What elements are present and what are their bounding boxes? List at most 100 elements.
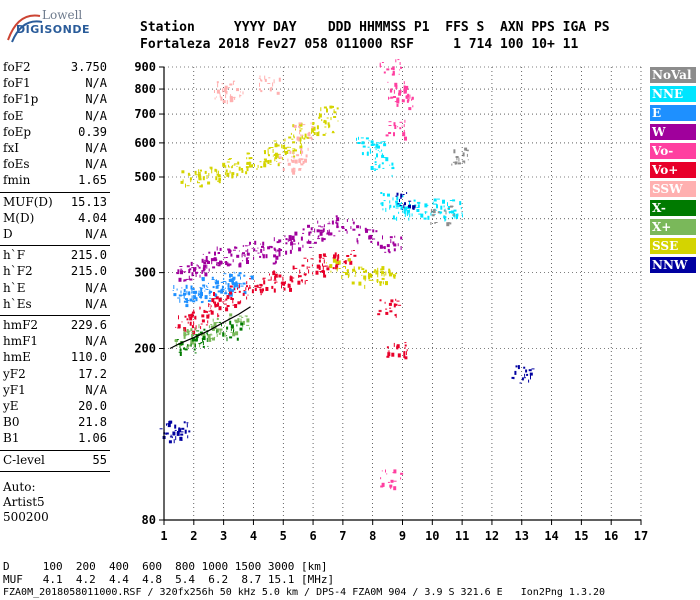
echo-point: [383, 200, 386, 202]
echo-point: [292, 167, 294, 170]
echo-point: [199, 274, 201, 278]
echo-point: [371, 151, 373, 153]
echo-point: [209, 289, 211, 292]
echo-point: [392, 71, 395, 76]
echo-point: [336, 267, 338, 272]
echo-point: [194, 290, 198, 294]
echo-point: [388, 132, 392, 134]
echo-point: [211, 298, 215, 303]
echo-point: [302, 124, 306, 126]
echo-point: [197, 173, 201, 178]
echo-point: [390, 299, 394, 303]
echo-point: [229, 158, 232, 160]
echo-point: [210, 258, 214, 262]
echo-point: [248, 244, 250, 246]
echo-point: [219, 261, 223, 265]
echo-point: [186, 290, 188, 295]
echo-point: [267, 279, 271, 281]
echo-point: [229, 285, 233, 288]
echo-point: [317, 264, 321, 267]
echo-point: [408, 200, 412, 202]
echo-point: [179, 298, 181, 303]
echo-point: [395, 195, 398, 197]
echo-point: [194, 352, 197, 354]
echo-point: [383, 143, 387, 147]
echo-point: [379, 282, 382, 286]
echo-point: [322, 257, 325, 259]
echo-point: [322, 253, 326, 257]
param-label: fxI: [3, 141, 19, 155]
echo-point: [183, 279, 187, 282]
echo-point: [240, 91, 241, 93]
echo-point: [299, 140, 301, 144]
param-label: hmE: [3, 350, 31, 365]
echo-point: [318, 259, 321, 262]
echo-point: [290, 132, 292, 135]
echo-point: [293, 136, 295, 139]
echo-point: [201, 270, 203, 274]
echo-point: [412, 205, 416, 209]
echo-point: [225, 322, 227, 324]
echo-point: [178, 427, 181, 432]
echo-point: [183, 280, 186, 282]
legend-item-ssw: SSW: [650, 181, 696, 197]
echo-point: [420, 213, 424, 218]
echo-point: [259, 255, 262, 258]
x-tick-label: 8: [369, 529, 376, 543]
echo-point: [223, 273, 227, 275]
echo-point: [439, 212, 441, 215]
echo-point: [336, 226, 340, 228]
echo-point: [234, 96, 236, 100]
echo-point: [192, 288, 195, 291]
echo-point: [246, 168, 249, 172]
echo-point: [213, 299, 214, 304]
distance-scale-row: D 100 200 400 600 800 1000 1500 3000 [km…: [3, 560, 328, 573]
echo-point: [229, 95, 233, 99]
echo-point: [389, 307, 392, 309]
echo-point: [216, 294, 218, 299]
echo-point: [241, 316, 244, 318]
echo-point: [195, 271, 198, 274]
echo-point: [346, 255, 350, 257]
echo-point: [383, 273, 385, 277]
echo-point: [387, 193, 390, 197]
echo-point: [200, 184, 203, 188]
echo-point: [193, 295, 197, 300]
echo-point: [381, 486, 383, 488]
echo-point: [327, 223, 331, 225]
echo-point: [253, 256, 255, 260]
echo-point: [449, 222, 452, 225]
x-tick-label: 13: [515, 529, 529, 543]
echo-point: [389, 273, 392, 277]
param-separator: [0, 245, 110, 247]
echo-point: [409, 201, 410, 205]
echo-point: [211, 327, 215, 331]
echo-point: [381, 162, 384, 165]
echo-point: [517, 365, 520, 370]
echo-point: [400, 207, 402, 210]
echo-point: [311, 126, 314, 129]
echo-point: [281, 144, 283, 149]
echo-point: [246, 161, 250, 165]
echo-point: [284, 281, 286, 285]
echo-point: [302, 161, 305, 164]
x-tick-label: 11: [455, 529, 469, 543]
echo-point: [289, 146, 291, 148]
echo-point: [408, 217, 410, 221]
echo-point: [201, 314, 205, 318]
echo-point: [366, 229, 369, 231]
echo-point: [399, 62, 401, 65]
echo-point: [377, 241, 380, 246]
echo-point: [211, 276, 214, 279]
echo-point: [360, 266, 363, 268]
echo-point: [333, 116, 337, 118]
echo-point: [289, 287, 292, 292]
echo-point: [453, 209, 457, 212]
echo-point: [400, 66, 403, 69]
echo-point: [243, 290, 246, 292]
echo-point: [212, 286, 215, 289]
echo-point: [268, 154, 270, 157]
echo-point: [249, 285, 251, 289]
echo-point: [268, 77, 271, 79]
echo-point: [349, 260, 353, 265]
